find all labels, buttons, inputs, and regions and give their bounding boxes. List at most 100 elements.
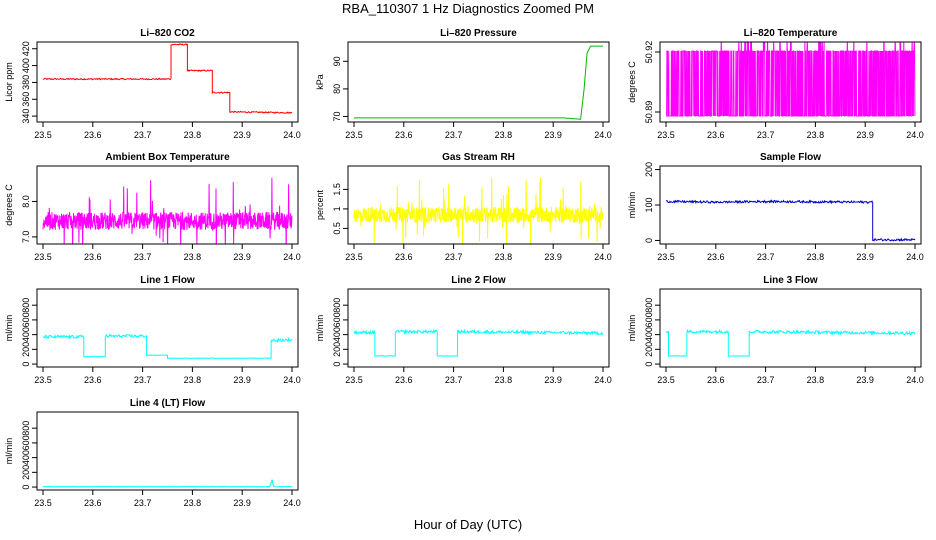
- data-series: [665, 328, 916, 357]
- chart-panel-9: Line 3 Flow 23.5 23.6 23.7 23.8 23.9 24.0 0 2004…: [627, 275, 924, 385]
- y-tick-label: 8.0: [21, 195, 31, 208]
- x-tick-label: 23.8: [807, 375, 825, 385]
- y-axis-label: ml/min: [4, 438, 14, 465]
- x-tick-label: 23.5: [657, 252, 675, 262]
- data-series: [42, 43, 293, 115]
- y-tick-label: 800: [644, 298, 654, 313]
- x-tick-label: 23.7: [757, 375, 775, 385]
- x-tick-label: 23.7: [134, 498, 152, 508]
- chart-title: Line 2 Flow: [451, 275, 506, 286]
- x-tick-label: 23.7: [134, 130, 152, 140]
- y-tick-label: 340: [21, 109, 31, 124]
- series-line: [666, 42, 916, 117]
- x-tick-label: 23.6: [395, 130, 413, 140]
- x-tick-label: 23.6: [707, 130, 725, 140]
- chart-title: Line 1 Flow: [140, 275, 195, 286]
- x-tick-label: 23.8: [495, 375, 513, 385]
- x-tick-label: 23.5: [657, 130, 675, 140]
- x-tick-label: 23.5: [34, 375, 52, 385]
- x-tick-label: 24.0: [283, 498, 301, 508]
- data-series: [354, 45, 603, 120]
- x-tick-label: 24.0: [594, 130, 612, 140]
- data-series: [353, 328, 604, 357]
- x-tick-label: 23.8: [184, 498, 202, 508]
- y-axis-label: ml/min: [627, 315, 637, 342]
- plot-frame: [659, 288, 922, 368]
- plot-frame: [659, 41, 922, 123]
- x-tick-label: 23.9: [544, 130, 562, 140]
- chart-title: Line 4 (LT) Flow: [130, 398, 206, 409]
- y-tick-label: 420: [21, 41, 31, 56]
- y-tick-label: 200: [21, 465, 31, 480]
- y-tick-label: 200: [644, 162, 654, 177]
- x-tick-label: 23.6: [84, 130, 102, 140]
- y-tick-label: 400: [644, 327, 654, 342]
- x-tick-label: 23.7: [445, 130, 463, 140]
- plot-frame: [36, 165, 299, 245]
- y-tick-label: 1: [332, 206, 342, 211]
- series-line: [42, 43, 293, 115]
- plot-frame: [347, 288, 610, 368]
- x-tick-label: 23.6: [707, 375, 725, 385]
- y-tick-label: 600: [644, 312, 654, 327]
- plot-frame: [36, 41, 299, 123]
- series-line: [665, 328, 916, 357]
- x-tick-label: 23.7: [134, 252, 152, 262]
- y-tick-label: 800: [21, 298, 31, 313]
- series-line: [42, 479, 292, 488]
- y-tick-label: 600: [332, 312, 342, 327]
- x-tick-label: 23.8: [495, 252, 513, 262]
- x-tick-label: 23.5: [345, 252, 363, 262]
- plot-frame: [347, 165, 610, 245]
- x-tick-label: 23.5: [34, 498, 52, 508]
- x-tick-label: 23.9: [856, 130, 874, 140]
- x-tick-label: 23.8: [184, 130, 202, 140]
- y-tick-label: 0.5: [332, 222, 342, 235]
- x-tick-label: 23.6: [84, 498, 102, 508]
- x-tick-label: 23.6: [707, 252, 725, 262]
- y-tick-label: 0: [332, 362, 342, 367]
- data-series: [42, 177, 293, 244]
- y-tick-label: 0: [21, 362, 31, 367]
- series-line: [665, 199, 916, 242]
- x-tick-label: 23.5: [34, 130, 52, 140]
- x-tick-label: 23.7: [757, 130, 775, 140]
- chart-title: Li–820 Temperature: [744, 28, 838, 39]
- y-tick-label: 90: [332, 56, 342, 66]
- plot-frame: [36, 288, 299, 368]
- x-tick-label: 24.0: [594, 375, 612, 385]
- x-tick-label: 23.7: [445, 375, 463, 385]
- x-tick-label: 23.8: [807, 130, 825, 140]
- y-axis-label: ml/min: [4, 315, 14, 342]
- y-tick-label: 600: [21, 312, 31, 327]
- chart-panel-3: Li–820 Temperature 23.5 23.6 23.7 23.8 23.9 24…: [627, 28, 924, 140]
- y-tick-label: 50.92: [644, 41, 654, 64]
- y-tick-label: 380: [21, 75, 31, 90]
- chart-title: Line 3 Flow: [763, 275, 818, 286]
- x-tick-label: 23.7: [757, 252, 775, 262]
- y-tick-label: 400: [21, 58, 31, 73]
- x-tick-label: 23.9: [856, 252, 874, 262]
- x-tick-label: 24.0: [283, 130, 301, 140]
- plot-frame: [36, 411, 299, 491]
- chart-panel-7: Line 1 Flow 23.5 23.6 23.7 23.8 23.9 24.0 0 2004…: [4, 275, 301, 385]
- y-axis-label: percent: [315, 189, 325, 220]
- x-tick-label: 23.5: [657, 375, 675, 385]
- x-tick-label: 23.5: [34, 252, 52, 262]
- chart-title: Ambient Box Temperature: [105, 152, 230, 163]
- x-tick-label: 24.0: [906, 130, 924, 140]
- x-tick-label: 24.0: [594, 252, 612, 262]
- x-tick-label: 24.0: [283, 375, 301, 385]
- data-series: [42, 333, 293, 359]
- series-line: [353, 177, 604, 244]
- x-tick-label: 23.9: [544, 375, 562, 385]
- y-tick-label: 7.0: [21, 231, 31, 244]
- y-tick-label: 200: [21, 342, 31, 357]
- y-tick-label: 1.5: [332, 183, 342, 196]
- y-tick-label: 100: [644, 197, 654, 212]
- y-tick-label: 0: [644, 238, 654, 243]
- x-tick-label: 23.7: [445, 252, 463, 262]
- y-tick-label: 0: [644, 362, 654, 367]
- chart-title: Sample Flow: [760, 152, 821, 163]
